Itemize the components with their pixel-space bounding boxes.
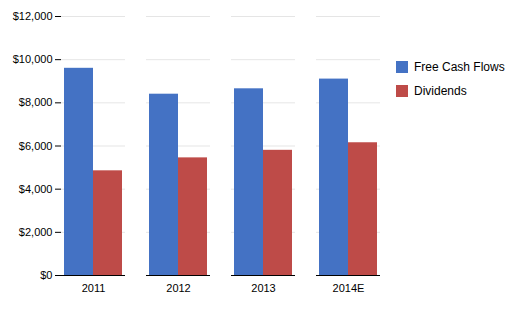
svg-text:$12,000: $12,000 [13,10,53,22]
svg-text:$10,000: $10,000 [13,53,53,65]
svg-text:$8,000: $8,000 [19,96,53,108]
svg-text:2012: 2012 [166,282,190,294]
svg-text:$4,000: $4,000 [19,183,53,195]
svg-text:2011: 2011 [82,282,106,294]
svg-text:$0: $0 [40,269,52,281]
html-text:Free Cash Flows: Free Cash Flows [414,60,505,74]
svg-text:$2,000: $2,000 [19,226,53,238]
svg-text:2014E: 2014E [333,282,365,294]
svg-text:2013: 2013 [251,282,275,294]
svg-text:$6,000: $6,000 [19,140,53,152]
html-text:Dividends: Dividends [414,84,467,98]
